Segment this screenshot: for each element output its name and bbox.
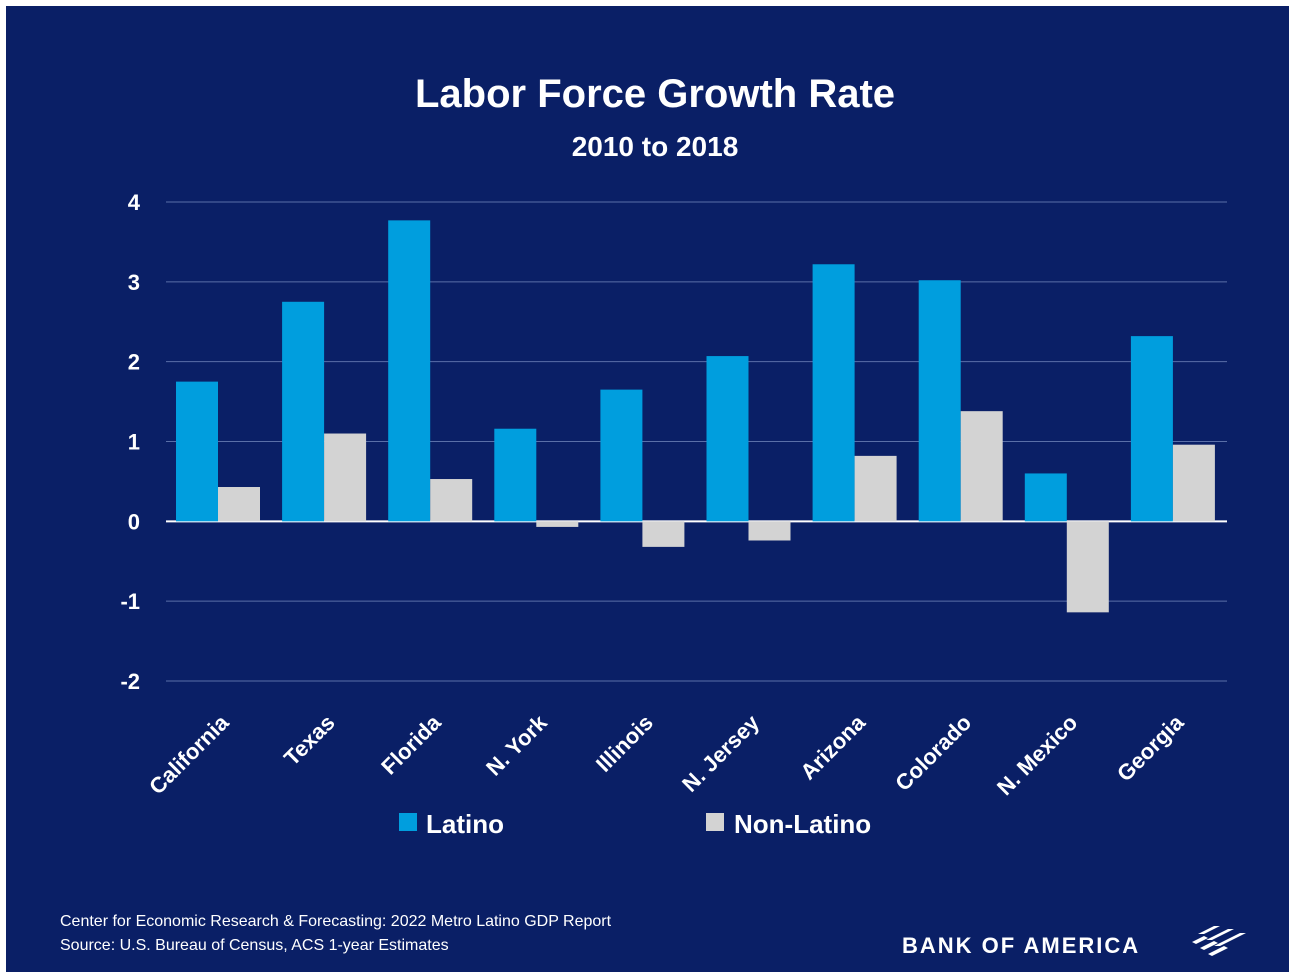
bar-non-latino — [1066, 521, 1109, 613]
x-category-label: Georgia — [1112, 709, 1189, 786]
bar-latino — [494, 428, 537, 522]
y-tick-label: 4 — [128, 190, 141, 215]
source-line-2: Source: U.S. Bureau of Census, ACS 1-yea… — [60, 937, 449, 954]
bar-non-latino — [642, 521, 685, 547]
x-category-label: Texas — [279, 710, 340, 771]
bar-non-latino — [536, 521, 579, 527]
legend-swatch-latino — [399, 813, 417, 831]
bar-non-latino — [748, 521, 791, 541]
bar-non-latino — [1172, 444, 1215, 522]
chart-panel: Labor Force Growth Rate 2010 to 2018 -2-… — [6, 6, 1289, 972]
x-category-label: California — [144, 709, 234, 799]
brand-name: BANK OF AMERICA — [902, 933, 1140, 958]
x-category-label: Florida — [376, 709, 446, 779]
legend-label-latino: Latino — [426, 809, 504, 839]
bar-latino — [1024, 473, 1067, 522]
bar-latino — [176, 381, 218, 522]
bar-latino — [706, 356, 749, 522]
bar-non-latino — [854, 455, 897, 522]
bar-non-latino — [430, 479, 473, 522]
bar-non-latino — [218, 487, 260, 522]
bar-non-latino — [324, 433, 367, 522]
y-tick-label: 1 — [128, 430, 140, 455]
legend-label-non-latino: Non-Latino — [734, 809, 871, 839]
legend: Latino Non-Latino — [399, 809, 871, 839]
source-line-1: Center for Economic Research & Forecasti… — [60, 913, 612, 930]
bar-latino — [918, 280, 961, 522]
x-category-label: N. Mexico — [992, 710, 1082, 800]
y-tick-label: 3 — [128, 270, 140, 295]
y-tick-label: -1 — [120, 589, 140, 614]
y-axis-ticks: -2 -1 0 1 2 3 4 — [120, 190, 140, 694]
chart-svg: Labor Force Growth Rate 2010 to 2018 -2-… — [60, 72, 1246, 958]
chart-subtitle: 2010 to 2018 — [572, 131, 739, 162]
chart-title: Labor Force Growth Rate — [415, 72, 895, 116]
x-category-label: Colorado — [890, 710, 976, 796]
bank-flag-logo-icon — [1192, 926, 1246, 956]
bar-latino — [282, 301, 325, 522]
x-category-label: Illinois — [591, 710, 658, 777]
bar-non-latino — [960, 411, 1003, 522]
x-category-label: N. York — [481, 709, 552, 780]
x-axis-categories: California Texas Florida N. York Illinois N. … — [144, 709, 1189, 800]
x-category-label: N. Jersey — [677, 709, 764, 796]
x-category-label: Arizona — [795, 709, 870, 784]
y-tick-label: 2 — [128, 350, 140, 375]
bar-latino — [388, 220, 431, 522]
bar-latino — [1130, 336, 1173, 522]
y-tick-label: -2 — [120, 669, 140, 694]
bar-latino — [812, 264, 855, 522]
legend-swatch-non-latino — [706, 813, 724, 831]
bars — [176, 220, 1215, 613]
y-tick-label: 0 — [128, 509, 140, 534]
bar-latino — [600, 389, 643, 522]
